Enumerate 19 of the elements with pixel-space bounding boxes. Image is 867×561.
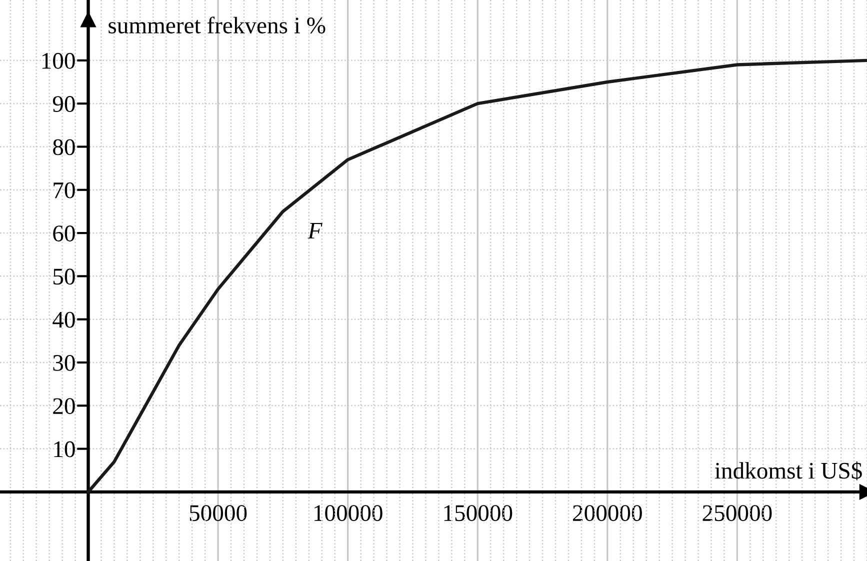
x-tick-label: 100000 xyxy=(314,505,382,522)
y-tick-label: 40 xyxy=(52,312,75,328)
y-tick-label: 80 xyxy=(53,139,75,156)
x-axis-title: indkomst i US$ xyxy=(714,461,862,480)
x-tick-label: 250000 xyxy=(702,505,772,522)
y-tick-label: 50 xyxy=(54,268,75,285)
y-tick-label: 30 xyxy=(53,354,75,371)
y-tick-label: 10 xyxy=(54,441,75,458)
x-tick-label: 50000 xyxy=(190,505,247,522)
y-tick-label: 90 xyxy=(52,96,75,112)
annotation: F xyxy=(308,222,322,238)
y-tick-label: 70 xyxy=(54,182,75,198)
x-tick-label: 150000 xyxy=(444,505,512,522)
x-tick-label: 200000 xyxy=(573,505,642,522)
y-tick-label: 100 xyxy=(42,52,75,69)
y-tick-label: 60 xyxy=(53,226,75,242)
line-series xyxy=(86,58,867,494)
y-axis-title: summeret frekvens i % xyxy=(108,16,326,34)
y-tick-label: 20 xyxy=(53,398,75,414)
